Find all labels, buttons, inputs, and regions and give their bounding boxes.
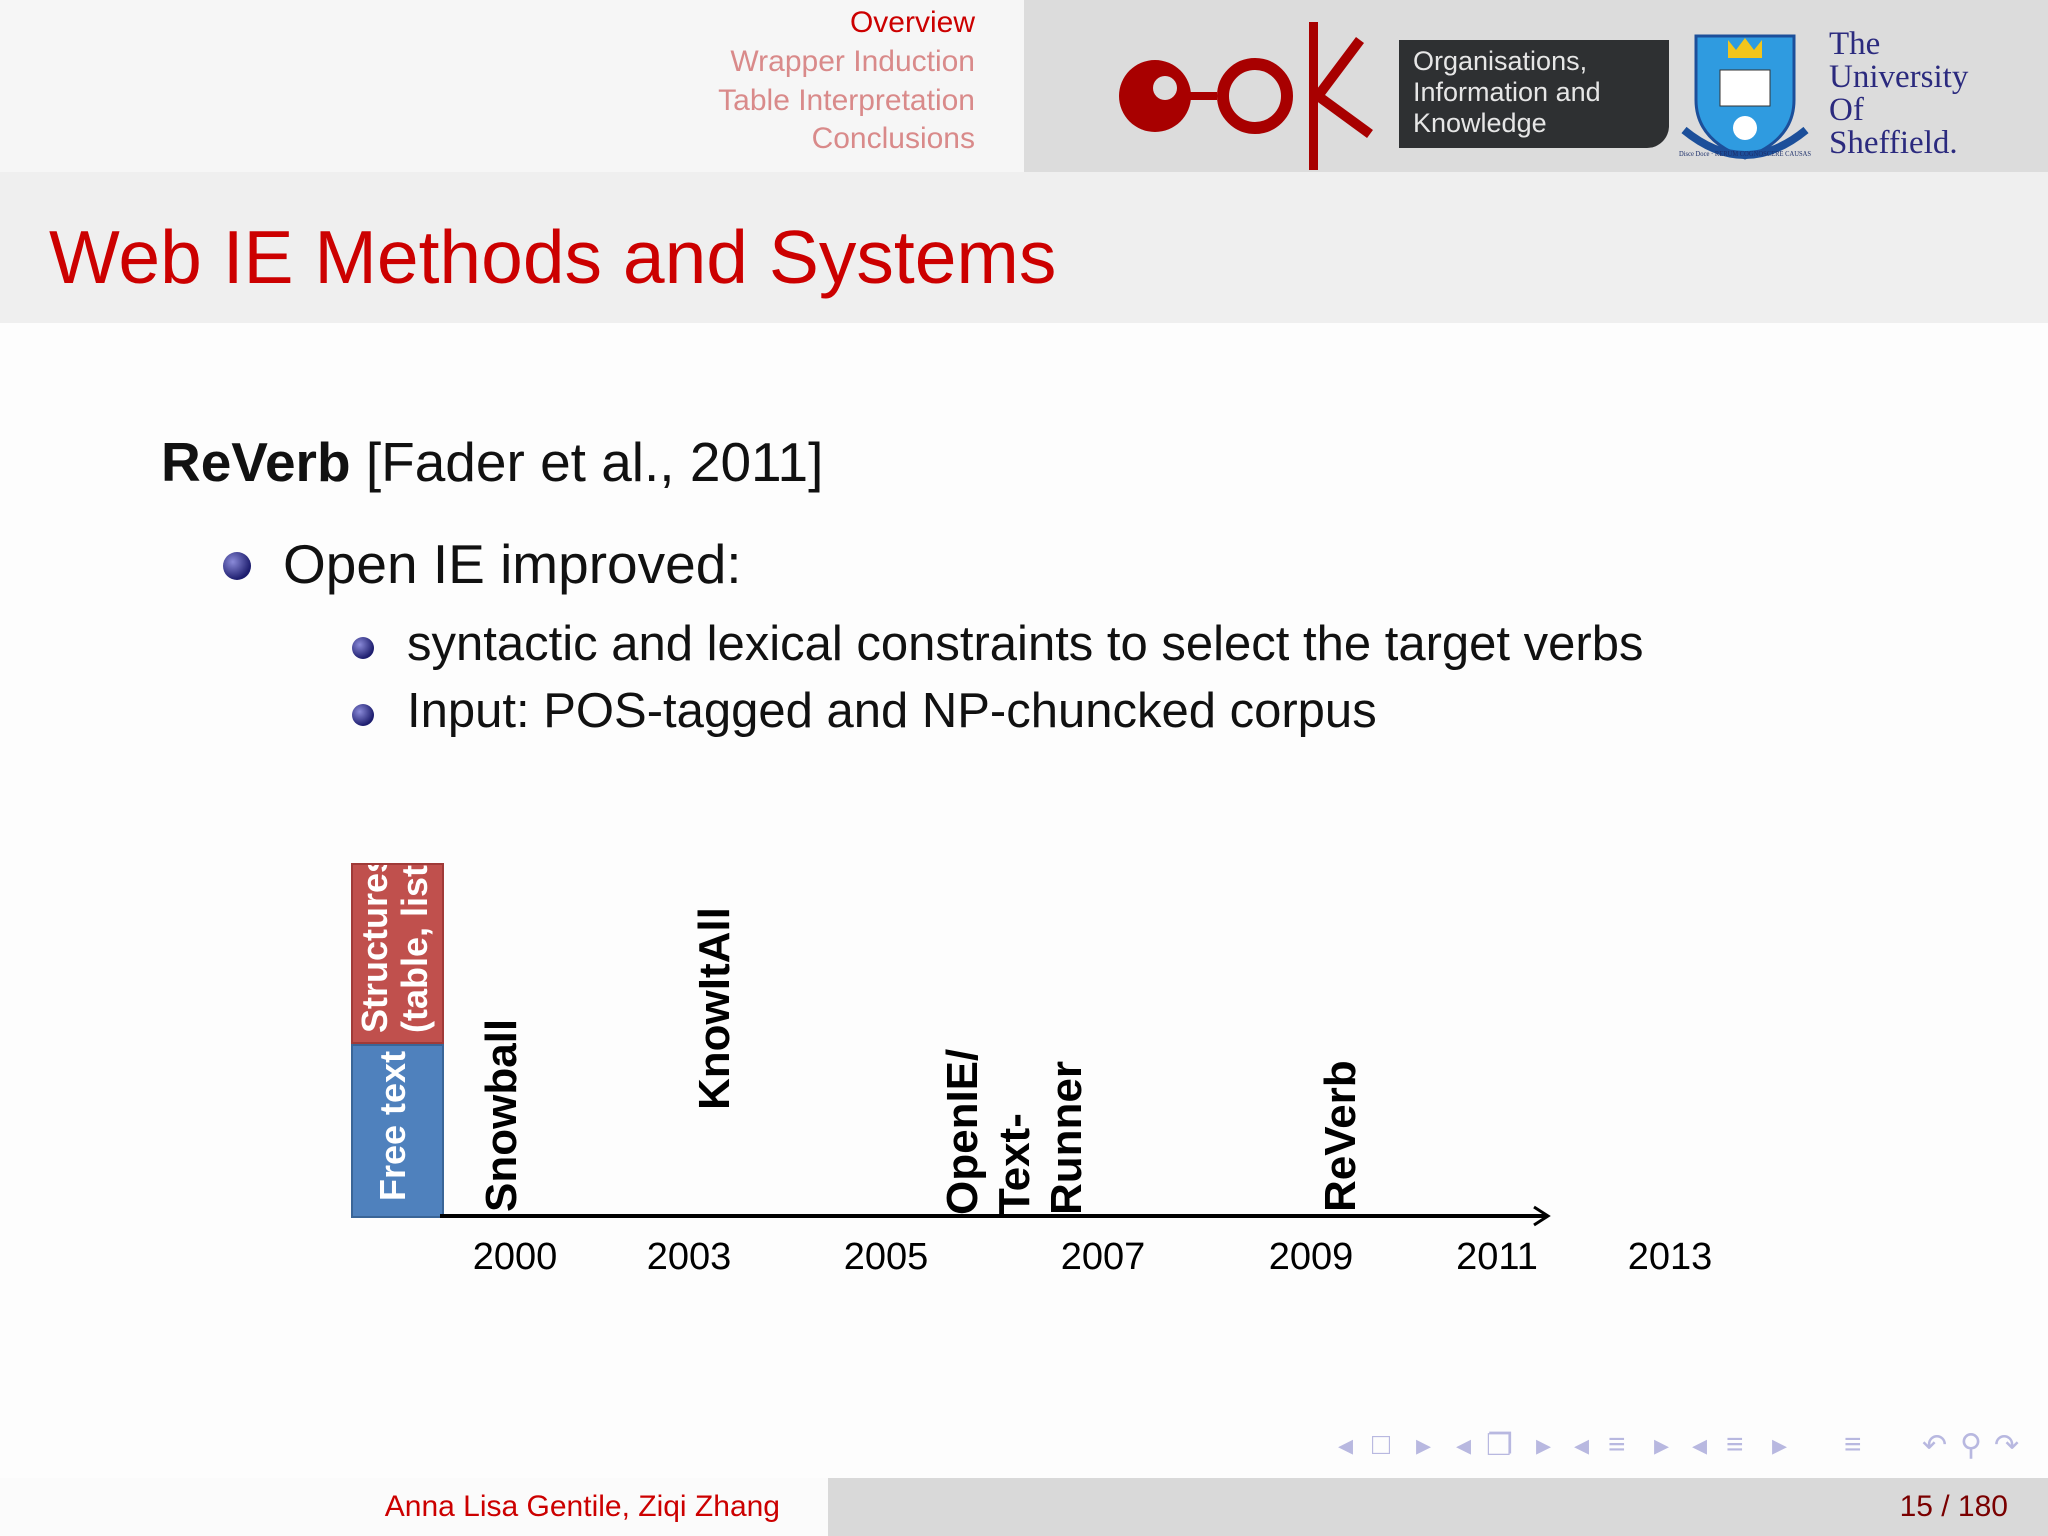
legend-free-text: Free text: [351, 1044, 444, 1218]
slide-heading: ReVerb [Fader et al., 2011]: [161, 430, 823, 494]
oak-caption-line: Knowledge: [1413, 108, 1547, 138]
year-label: 2011: [1456, 1236, 1538, 1278]
crest-motto: Disce Doce · RERUM COGNOSCERE CAUSAS: [1679, 150, 1811, 158]
sub-bullet-icon: [352, 704, 374, 726]
oak-caption-line: Information and: [1413, 77, 1601, 107]
prev-icon[interactable]: ◂: [1456, 1429, 1472, 1462]
prev-icon[interactable]: ◂: [1692, 1429, 1708, 1462]
doc-icon[interactable]: ≡: [1726, 1428, 1744, 1461]
sub-bullet-text: syntactic and lexical constraints to sel…: [407, 617, 1644, 671]
section-icon[interactable]: ≡: [1608, 1428, 1626, 1461]
heading-bold: ReVerb: [161, 431, 351, 493]
university-line: Sheffield.: [1829, 125, 1958, 161]
next-icon[interactable]: ▸: [1772, 1429, 1788, 1462]
footer-authors: Anna Lisa Gentile, Ziqi Zhang: [384, 1490, 780, 1523]
university-line: The: [1829, 26, 1881, 62]
search-icon[interactable]: ⚲: [1960, 1429, 1982, 1462]
next-icon[interactable]: ▸: [1654, 1429, 1670, 1462]
system-snowball: Snowball: [477, 1018, 526, 1212]
oak-caption-line: Organisations,: [1413, 46, 1588, 76]
system-knowitall: KnowItAll: [690, 907, 739, 1110]
sub-bullet-text: Input: POS-tagged and NP-chuncked corpus: [407, 684, 1377, 738]
toc-icon[interactable]: ≡: [1844, 1428, 1862, 1461]
title-bar: [0, 172, 2048, 323]
system-reverb: ReVerb: [1316, 1060, 1365, 1212]
subsection-icon[interactable]: ❐: [1486, 1429, 1513, 1462]
nav-section-conclusions[interactable]: Conclusions: [811, 122, 975, 155]
year-label: 2000: [472, 1236, 558, 1278]
year-label: 2013: [1627, 1236, 1713, 1278]
nav-section-wrapper-induction[interactable]: Wrapper Induction: [730, 45, 975, 78]
system-openie: OpenIE/: [938, 1048, 987, 1215]
university-wordmark: The University Of Sheffield.: [1829, 28, 1968, 160]
undo-icon[interactable]: ↶: [1922, 1429, 1948, 1462]
legend-free-text-label: Free text: [372, 1050, 413, 1201]
bullet-icon: [223, 552, 251, 580]
redo-icon[interactable]: ↷: [1994, 1429, 2020, 1462]
legend-line: (table, lists: [394, 863, 435, 1033]
next-icon[interactable]: ▸: [1536, 1429, 1552, 1462]
year-label: 2003: [646, 1236, 732, 1278]
prev-icon[interactable]: ◂: [1574, 1429, 1590, 1462]
prev-icon[interactable]: ◂: [1338, 1429, 1354, 1462]
legend-line: Structures: [354, 863, 395, 1033]
nav-section-table-interpretation[interactable]: Table Interpretation: [718, 84, 975, 117]
bullet-text: Open IE improved:: [283, 533, 742, 595]
heading-citation: [Fader et al., 2011]: [350, 431, 824, 493]
system-text: Text-: [990, 1113, 1039, 1215]
system-runner: Runner: [1042, 1061, 1091, 1215]
page-number: 15 / 180: [1899, 1490, 2008, 1523]
next-icon[interactable]: ▸: [1416, 1429, 1432, 1462]
sub-bullet-icon: [352, 637, 374, 659]
year-label: 2009: [1268, 1236, 1354, 1278]
frame-icon[interactable]: □: [1372, 1428, 1391, 1461]
footer-left: Anna Lisa Gentile, Ziqi Zhang: [0, 1478, 828, 1536]
oak-caption-box: Organisations, Information and Knowledge: [1399, 40, 1669, 148]
slide-title: Web IE Methods and Systems: [49, 215, 1057, 299]
nav-section-overview[interactable]: Overview: [849, 6, 975, 39]
university-line: Of: [1829, 92, 1864, 128]
oak-logo: [1119, 22, 1373, 170]
legend-structures: Structures (table, lists: [351, 863, 444, 1044]
footer-right: 15 / 180: [828, 1478, 2048, 1536]
header-nav-area: [0, 0, 1024, 172]
year-label: 2005: [843, 1236, 929, 1278]
legend-structures-label: Structures (table, lists: [354, 863, 435, 1033]
year-label: 2007: [1060, 1236, 1146, 1278]
timeline-axis: [440, 1205, 1551, 1227]
sheffield-crest-icon: Disce Doce · RERUM COGNOSCERE CAUSAS: [1679, 34, 1811, 160]
university-line: University: [1829, 59, 1969, 95]
